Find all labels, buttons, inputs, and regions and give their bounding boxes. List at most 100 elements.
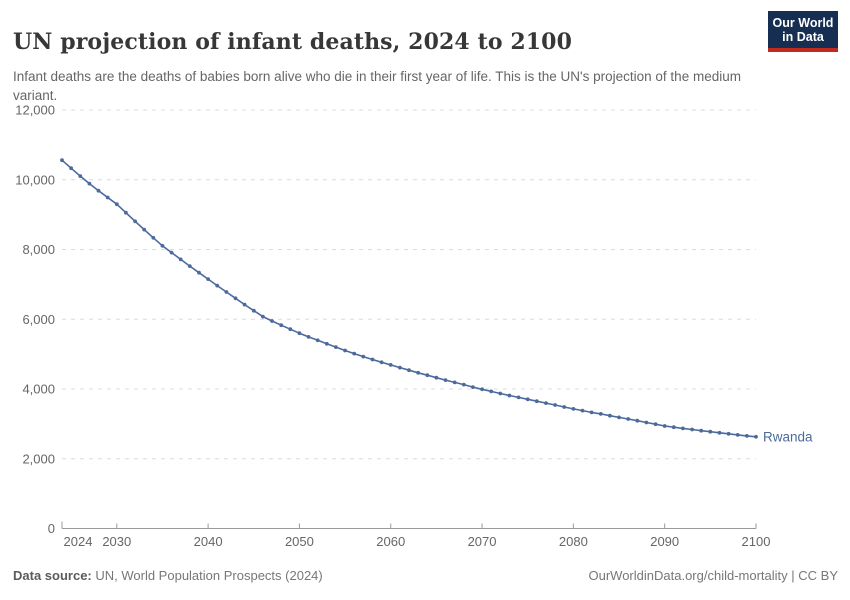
data-point[interactable] [251,308,256,313]
data-point[interactable] [626,417,631,421]
data-point[interactable] [224,290,229,294]
data-point[interactable] [160,243,165,248]
data-point[interactable] [434,375,439,380]
data-point[interactable] [635,418,640,423]
x-tick-label: 2040 [194,534,223,549]
data-point[interactable] [105,195,110,200]
data-point[interactable] [343,348,347,353]
data-point[interactable] [416,370,420,375]
data-point[interactable] [124,210,128,215]
data-point[interactable] [297,331,302,336]
data-point[interactable] [671,425,676,430]
series-end-label[interactable]: Rwanda [763,429,813,444]
data-point[interactable] [206,277,211,281]
x-tick-label: 2024 [64,534,93,549]
owid-logo[interactable]: Our World in Data [768,11,838,52]
data-point[interactable] [334,345,338,349]
data-point[interactable] [114,202,119,207]
data-point[interactable] [525,397,530,402]
data-point[interactable] [745,434,749,438]
y-tick-label: 0 [48,521,55,536]
data-point[interactable] [498,391,503,396]
data-point[interactable] [133,219,138,224]
chart-footer: Data source: UN, World Population Prospe… [13,568,838,583]
data-point[interactable] [452,380,457,385]
data-point[interactable] [178,257,183,262]
data-point[interactable] [708,429,713,434]
x-tick-label: 2100 [742,534,771,549]
data-point[interactable] [398,365,402,370]
x-tick-label: 2080 [559,534,588,549]
y-tick-label: 10,000 [15,172,55,187]
data-point[interactable] [644,420,649,425]
data-point[interactable] [516,395,521,400]
data-point[interactable] [489,389,494,394]
data-point[interactable] [315,338,320,343]
owid-logo-line2: in Data [782,30,824,44]
data-point[interactable] [169,250,174,255]
data-source-text: UN, World Population Prospects (2024) [91,568,323,583]
data-point[interactable] [388,363,393,367]
data-point[interactable] [480,387,484,392]
data-point[interactable] [361,354,366,359]
data-point[interactable] [608,413,612,418]
data-point[interactable] [717,430,722,435]
data-point[interactable] [288,327,293,332]
data-point[interactable] [690,427,694,432]
data-point[interactable] [78,174,83,179]
x-tick-label: 2030 [102,534,131,549]
x-tick-label: 2050 [285,534,314,549]
x-tick-label: 2060 [376,534,405,549]
data-point[interactable] [544,401,548,405]
data-point[interactable] [324,341,329,346]
data-point[interactable] [279,323,284,328]
data-point[interactable] [215,283,220,288]
footer-link[interactable]: OurWorldinData.org/child-mortality | CC … [588,568,839,583]
data-point[interactable] [562,405,567,409]
data-point[interactable] [580,408,585,413]
data-point[interactable] [270,319,274,323]
data-point[interactable] [69,166,73,171]
data-point[interactable] [534,399,539,404]
data-point[interactable] [589,410,594,415]
data-point[interactable] [443,378,448,382]
data-point[interactable] [699,428,704,433]
data-point[interactable] [379,360,384,365]
data-point[interactable] [662,424,667,428]
data-point[interactable] [187,264,192,268]
data-point[interactable] [653,422,658,427]
data-point[interactable] [370,357,375,362]
data-point[interactable] [352,351,357,356]
data-point[interactable] [726,431,731,436]
data-point[interactable] [87,181,92,186]
x-tick-label: 2090 [650,534,679,549]
y-tick-label: 12,000 [15,103,55,118]
data-point[interactable] [306,335,311,339]
data-point[interactable] [553,403,557,407]
data-point[interactable] [261,314,265,319]
data-point[interactable] [197,270,201,275]
y-tick-label: 6,000 [22,312,55,327]
data-point[interactable] [407,368,411,373]
data-point[interactable] [754,434,758,439]
data-point[interactable] [617,415,621,420]
data-point[interactable] [598,412,603,416]
data-point[interactable] [425,373,430,378]
chart-subtitle: Infant deaths are the deaths of babies b… [13,68,741,103]
data-point[interactable] [96,188,101,193]
data-point[interactable] [60,158,64,163]
data-point[interactable] [571,407,576,411]
data-point[interactable] [233,296,238,301]
data-point[interactable] [151,235,156,240]
chart-title: UN projection of infant deaths, 2024 to … [13,28,572,55]
data-point[interactable] [461,382,466,387]
data-point[interactable] [507,393,512,398]
data-point[interactable] [142,227,147,232]
data-point[interactable] [242,302,247,307]
data-point[interactable] [735,433,740,437]
data-point[interactable] [681,426,685,431]
data-point[interactable] [471,385,475,389]
y-tick-label: 4,000 [22,382,55,397]
series-line-rwanda [61,159,757,438]
